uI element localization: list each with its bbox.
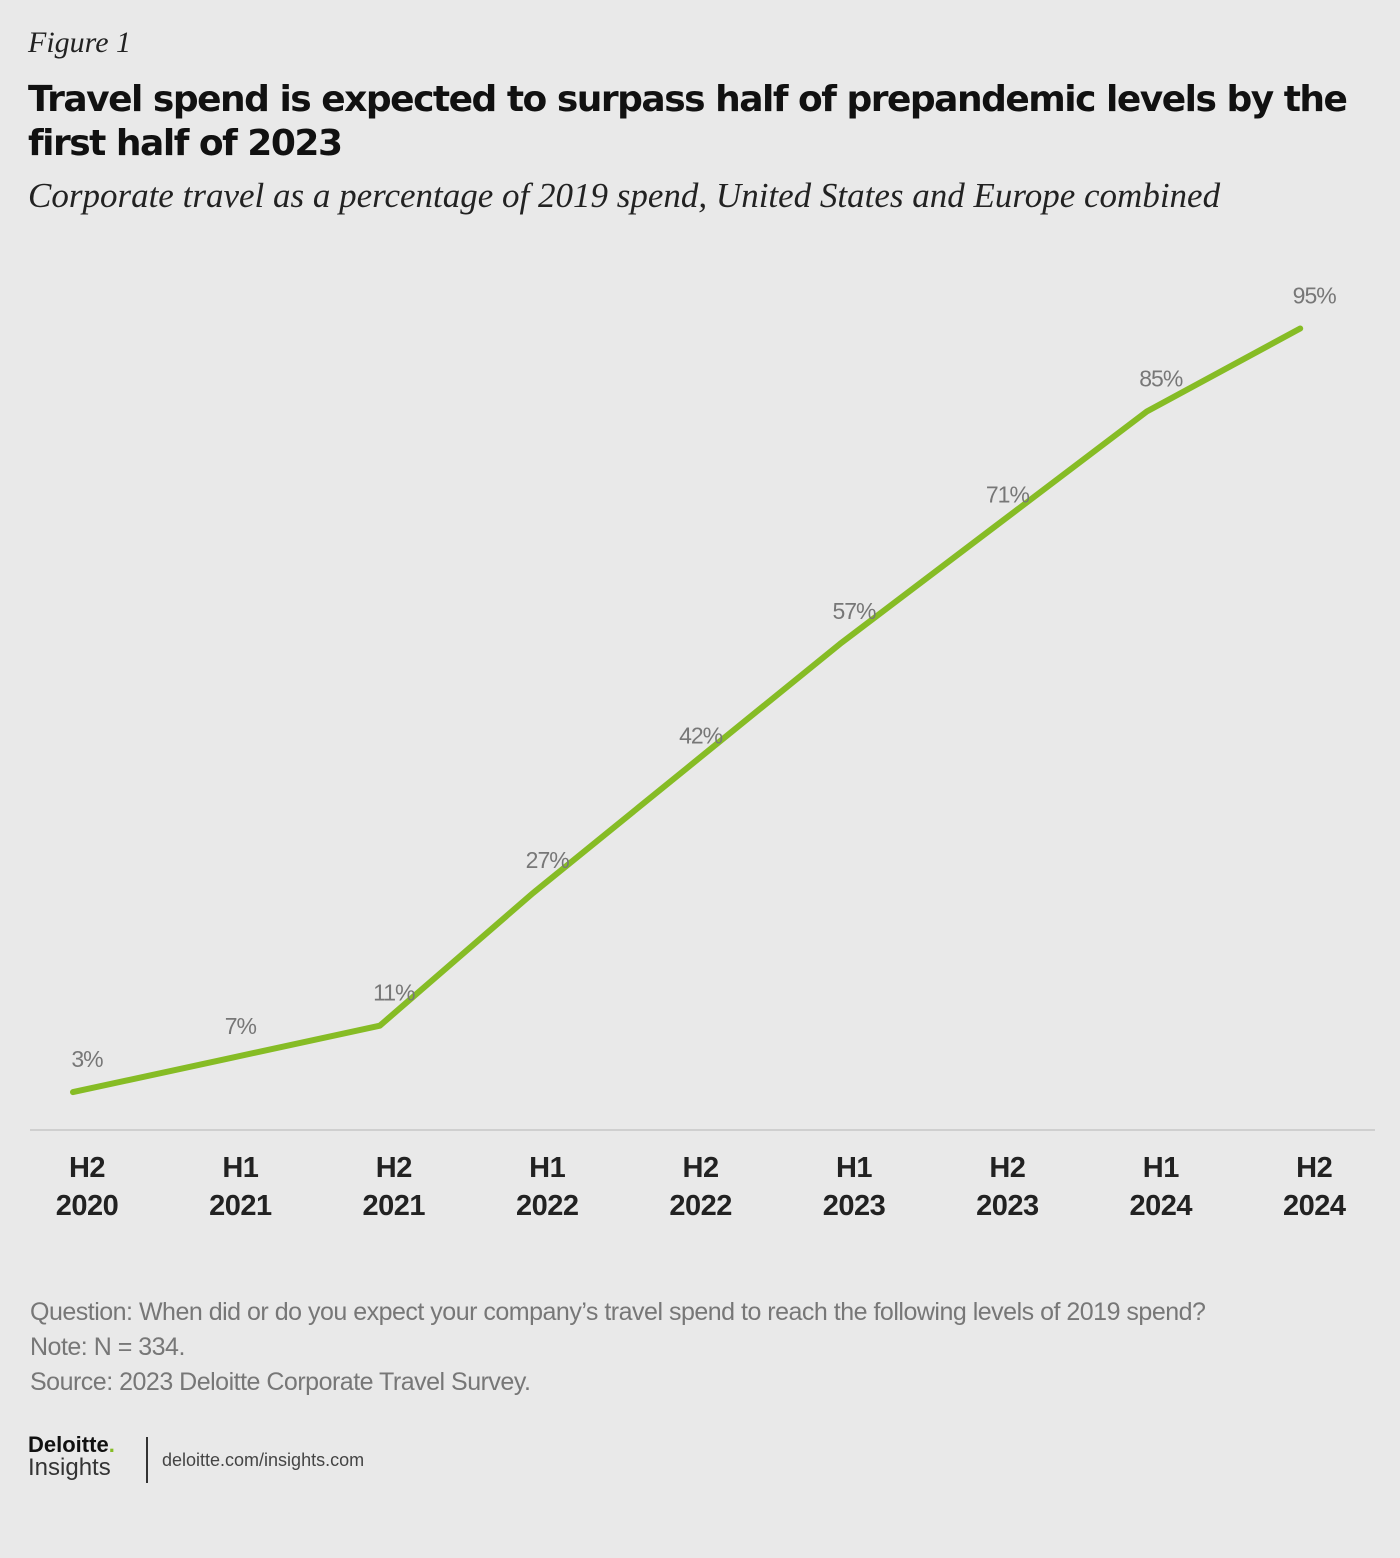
- x-tick-label: 2021: [363, 1190, 426, 1222]
- x-tick-label: H1: [529, 1152, 565, 1184]
- x-tick-label: 2024: [1283, 1190, 1346, 1222]
- x-tick-label: 2022: [669, 1190, 732, 1222]
- footer-url[interactable]: deloitte.com/insights.com: [162, 1450, 365, 1470]
- data-label: 71%: [986, 482, 1030, 508]
- data-label: 3%: [71, 1046, 103, 1072]
- x-tick-label: H2: [69, 1152, 105, 1184]
- x-tick-label: 2023: [976, 1190, 1039, 1222]
- data-label: 7%: [225, 1013, 257, 1039]
- n-note: Note: N = 334.: [30, 1333, 185, 1361]
- logo-text: Deloitte: [28, 1432, 109, 1457]
- chart-subtitle: Corporate travel as a percentage of 2019…: [28, 176, 1221, 215]
- data-label: 95%: [1293, 283, 1337, 309]
- x-tick-label: 2024: [1130, 1190, 1193, 1222]
- line-chart: 3% H2 2020 7% H1 2021 11% H2 2021 27% H1 2022 42% H2 2…: [30, 283, 1375, 1222]
- chart-notes: Question: When did or do you expect your…: [30, 1295, 1206, 1400]
- x-tick-label: H2: [683, 1152, 719, 1184]
- question-note: Question: When did or do you expect your…: [30, 1298, 1206, 1326]
- x-tick-label: H2: [376, 1152, 412, 1184]
- data-label: 85%: [1139, 366, 1183, 392]
- data-label: 27%: [526, 847, 570, 873]
- logo-sub: Insights: [28, 1454, 111, 1481]
- x-tick-label: 2022: [516, 1190, 579, 1222]
- x-tick-label: H2: [989, 1152, 1025, 1184]
- x-tick-label: H2: [1296, 1152, 1332, 1184]
- data-label: 11%: [373, 980, 415, 1006]
- x-tick-label: 2021: [209, 1190, 272, 1222]
- series-line: [70, 325, 1304, 1096]
- data-label: 57%: [832, 598, 876, 624]
- footer-divider: [146, 1437, 148, 1483]
- figure-label: Figure 1: [28, 26, 132, 59]
- x-tick-label: 2020: [56, 1190, 119, 1222]
- source-note: Source: 2023 Deloitte Corporate Travel S…: [30, 1368, 531, 1396]
- deloitte-insights-logo: Deloitte. Insights: [28, 1432, 115, 1481]
- x-tick-label: H1: [222, 1152, 258, 1184]
- x-tick-label: H1: [1143, 1152, 1179, 1184]
- data-label: 42%: [679, 722, 723, 748]
- chart-title: Travel spend is expected to surpass half…: [28, 79, 1348, 164]
- x-tick-label: 2023: [823, 1190, 886, 1222]
- x-tick-label: H1: [836, 1152, 872, 1184]
